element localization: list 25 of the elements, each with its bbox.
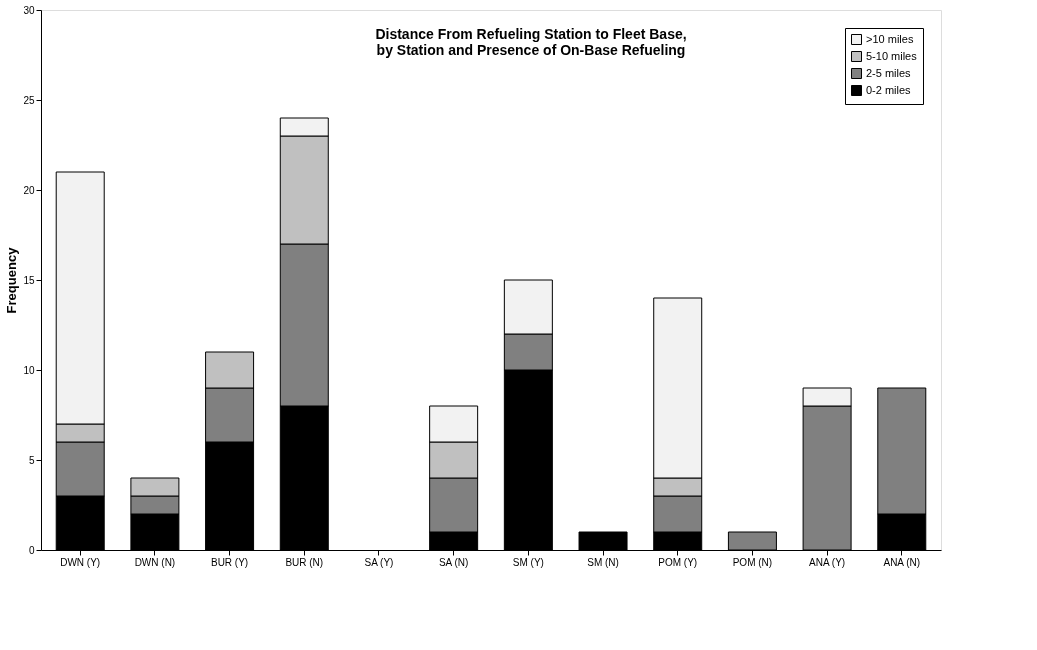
y-tick-label: 30 <box>23 4 35 16</box>
y-tick-label: 5 <box>28 454 35 466</box>
y-axis-title: Frequency <box>4 246 20 314</box>
text: Distance From Refueling Station to Fleet Base, by Station and Presence of On-Base Refueling <box>375 26 687 58</box>
x-tick-label: POM (N) <box>732 556 773 568</box>
legend-label: 0-2 miles <box>866 83 912 96</box>
legend-label: >10 miles <box>866 32 914 45</box>
y-tick-label: 25 <box>23 94 35 106</box>
x-tick-label: DWN (Y) <box>60 556 101 568</box>
y-tick-label: 20 <box>23 184 35 196</box>
x-tick-label: DWN (N) <box>134 556 176 568</box>
legend-label: 2-5 miles <box>866 66 912 79</box>
x-tick-label: SM (N) <box>587 556 619 568</box>
x-tick-label: ANA (N) <box>883 556 921 568</box>
x-tick-label: BUR (Y) <box>210 556 249 568</box>
y-tick-label: 15 <box>23 274 35 286</box>
x-tick-label: ANA (Y) <box>809 556 846 568</box>
x-tick-label: SA (Y) <box>364 556 394 568</box>
x-tick-label: BUR (N) <box>285 556 324 568</box>
legend-label: 5-10 miles <box>866 49 918 62</box>
x-tick-label: SA (N) <box>438 556 469 568</box>
x-tick-label: SM (Y) <box>512 556 544 568</box>
x-tick-label: POM (Y) <box>658 556 698 568</box>
y-tick-label: 10 <box>23 364 35 376</box>
y-tick-label: 0 <box>28 544 35 556</box>
